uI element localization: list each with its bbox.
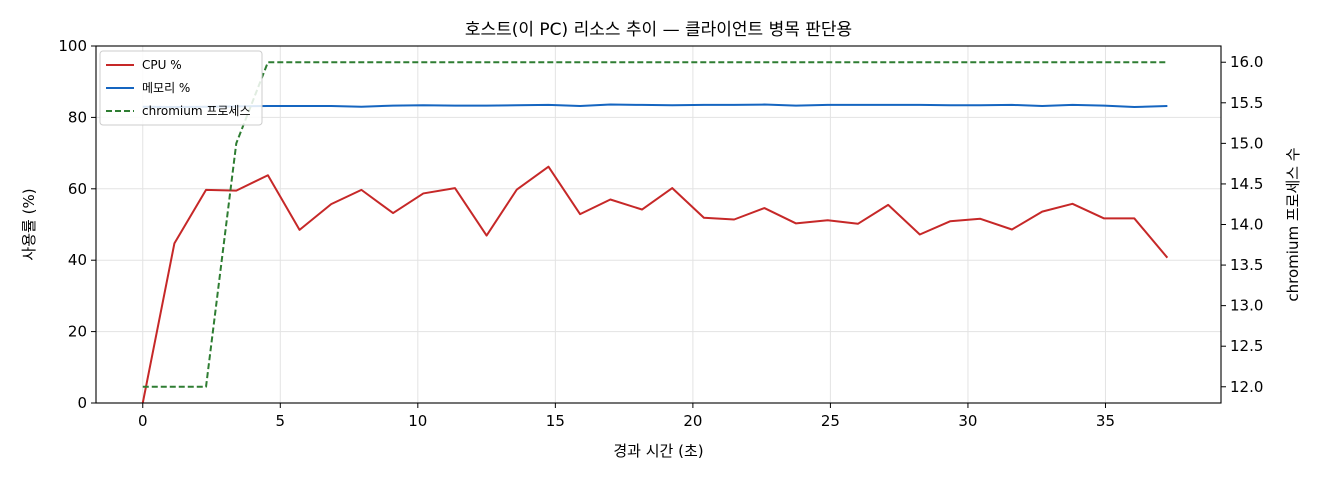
series-line: [142, 103, 1168, 109]
x-tick-label: 0: [138, 412, 148, 430]
x-tick-label: 10: [408, 412, 427, 430]
y-tick-label: 0: [77, 394, 87, 412]
y-axis-left: 0 20 40 60 80 100: [58, 37, 96, 412]
series-line: [142, 61, 1168, 388]
y-tick-label: 60: [68, 180, 87, 198]
y-tick-label: 100: [58, 37, 87, 55]
plot-frame: [95, 45, 1222, 404]
legend-label: 메모리 %: [142, 81, 190, 95]
x-tick-label: 15: [546, 412, 565, 430]
x-tick-label: 35: [1096, 412, 1115, 430]
y-axis-right: 12.0 12.5 13.0 13.5 14.0 14.5 15.0 15.5 16.0: [1221, 53, 1263, 396]
y2-tick-label: 15.5: [1230, 94, 1263, 112]
x-tick-label: 20: [683, 412, 702, 430]
grid-lines: [96, 45, 1221, 404]
chart-title: 호스트(이 PC) 리소스 추이 — 클라이언트 병목 판단용: [465, 20, 852, 40]
x-axis: 0 5 10 15 20 25 30 35: [138, 403, 1115, 430]
y2-tick-label: 12.0: [1230, 378, 1263, 396]
legend-box: [99, 50, 263, 126]
x-tick-label: 5: [276, 412, 286, 430]
y2-tick-label: 14.0: [1230, 216, 1263, 234]
y2-tick-label: 14.5: [1230, 175, 1263, 193]
y-axis-title: 사용률 (%): [20, 188, 38, 260]
x-axis-title: 경과 시간 (초): [613, 442, 703, 460]
y2-tick-label: 16.0: [1230, 53, 1263, 71]
x-tick-label: 25: [821, 412, 840, 430]
series-lines: [141, 61, 1169, 404]
y2-axis-title: chromium 프로세스 수: [1284, 147, 1302, 301]
y2-tick-label: 12.5: [1230, 337, 1263, 355]
legend-label: chromium 프로세스: [142, 104, 251, 118]
legend-label: CPU %: [142, 58, 182, 72]
series-line: [141, 165, 1169, 404]
y2-tick-label: 13.0: [1230, 297, 1263, 315]
y-tick-label: 40: [68, 251, 87, 269]
y-tick-label: 20: [68, 323, 87, 341]
x-tick-label: 30: [958, 412, 977, 430]
legend: CPU % 메모리 % chromium 프로세스: [99, 50, 263, 126]
y2-tick-label: 15.0: [1230, 134, 1263, 152]
y-tick-label: 80: [68, 108, 87, 126]
y2-tick-label: 13.5: [1230, 256, 1263, 274]
